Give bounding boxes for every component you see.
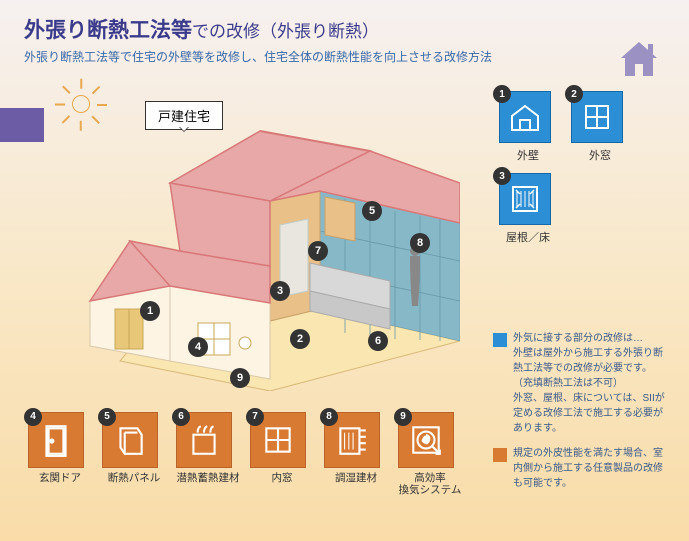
house-marker-3: 3: [270, 281, 290, 301]
note-blue-text: 外気に接する部分の改修は… 外壁は屋外から施工する外張り断熱工法等での改修が必要…: [513, 331, 671, 436]
house-marker-7: 7: [308, 241, 328, 261]
house-marker-6: 6: [368, 331, 388, 351]
header: 外張り断熱工法等での改修（外張り断熱） 外張り断熱工法等で住宅の外壁等を改修し、…: [0, 0, 689, 71]
house-marker-1: 1: [140, 301, 160, 321]
house-marker-5: 5: [362, 201, 382, 221]
note-blue: 外気に接する部分の改修は… 外壁は屋外から施工する外張り断熱工法等での改修が必要…: [493, 331, 671, 436]
house-marker-8: 8: [410, 233, 430, 253]
blue-item-屋根／床: 3屋根／床: [499, 173, 557, 245]
orange-item-panel: 5断熱パネル: [102, 412, 166, 497]
house-marker-4: 4: [188, 337, 208, 357]
marker-badge: 3: [493, 167, 511, 185]
note-orange-text: 規定の外皮性能を満たす場合、室内側から施工する任意製品の改修も可能です。: [513, 446, 671, 491]
orange-item-door: 4玄関ドア: [28, 412, 92, 497]
marker-badge: 6: [172, 408, 190, 426]
marker-badge: 9: [394, 408, 412, 426]
blue-item-label: 屋根／床: [499, 229, 557, 245]
page-title: 外張り断熱工法等での改修（外張り断熱）: [24, 14, 665, 44]
orange-item-label: 玄関ドア: [28, 472, 92, 485]
blue-item-外壁: 1外壁: [499, 91, 557, 163]
orange-item-fan: 9高効率 換気システム: [398, 412, 462, 497]
subtitle: 外張り断熱工法等で住宅の外壁等を改修し、住宅全体の断熱性能を向上させる改修方法: [24, 48, 665, 65]
orange-item-label: 調湿建材: [324, 472, 388, 485]
house-marker-9: 9: [230, 368, 250, 388]
main-diagram-area: 戸建住宅: [0, 71, 689, 511]
marker-badge: 7: [246, 408, 264, 426]
house-marker-2: 2: [290, 329, 310, 349]
notes-panel: 外気に接する部分の改修は… 外壁は屋外から施工する外張り断熱工法等での改修が必要…: [493, 331, 671, 501]
orange-item-humid: 8調湿建材: [324, 412, 388, 497]
orange-square-icon: [493, 448, 507, 462]
orange-item-heat: 6潜熱蓄熱建材: [176, 412, 240, 497]
orange-item-window: 7内窓: [250, 412, 314, 497]
marker-badge: 4: [24, 408, 42, 426]
blue-items-panel: 1外壁2外窓3屋根／床: [499, 91, 671, 245]
title-sub: での改修: [192, 22, 260, 41]
blue-item-label: 外窓: [571, 147, 629, 163]
marker-badge: 1: [493, 85, 511, 103]
blue-item-label: 外壁: [499, 147, 557, 163]
house-cutaway-diagram: 1 2 3 4 5 6 7 8 9: [60, 111, 460, 391]
marker-badge: 2: [565, 85, 583, 103]
marker-badge: 5: [98, 408, 116, 426]
title-main: 外張り断熱工法等: [24, 19, 192, 42]
blue-item-外窓: 2外窓: [571, 91, 629, 163]
note-orange: 規定の外皮性能を満たす場合、室内側から施工する任意製品の改修も可能です。: [493, 446, 671, 491]
blue-square-icon: [493, 333, 507, 347]
orange-items-row: 4玄関ドア5断熱パネル6潜熱蓄熱建材7内窓8調湿建材9高効率 換気システム: [28, 412, 462, 497]
orange-item-label: 断熱パネル: [102, 472, 166, 485]
marker-badge: 8: [320, 408, 338, 426]
title-paren: （外張り断熱）: [260, 22, 379, 41]
orange-item-label: 内窓: [250, 472, 314, 485]
orange-item-label: 高効率 換気システム: [398, 472, 462, 497]
orange-item-label: 潜熱蓄熱建材: [176, 472, 240, 485]
